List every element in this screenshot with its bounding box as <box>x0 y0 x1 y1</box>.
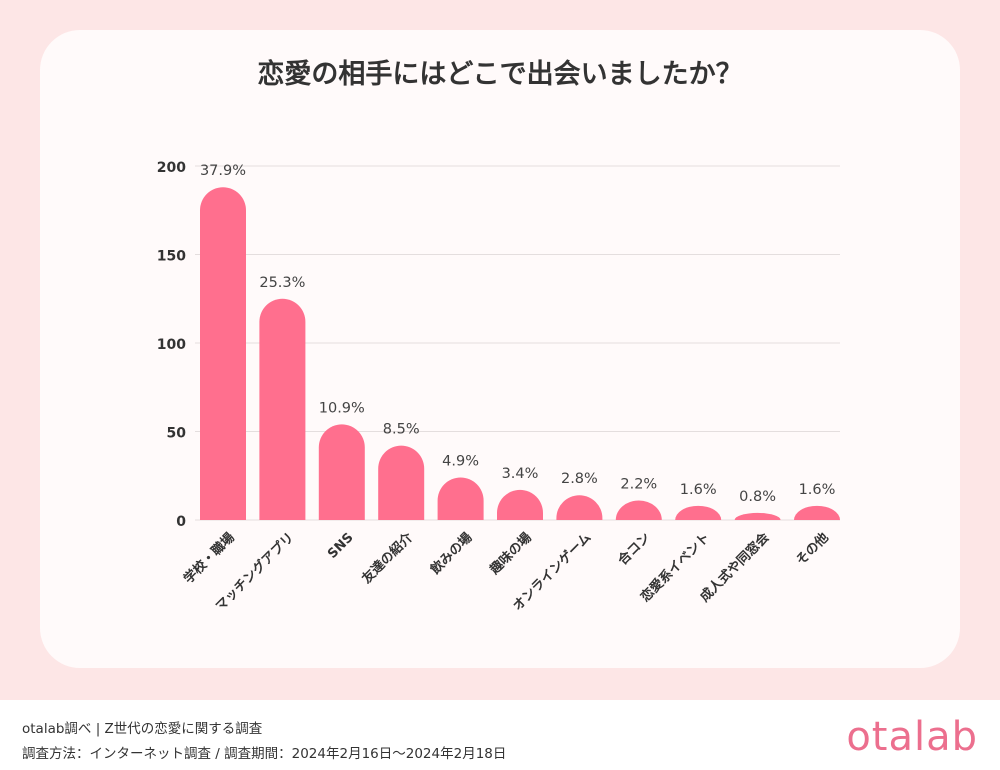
chart-card <box>40 30 960 668</box>
bar <box>378 445 425 520</box>
bar <box>794 505 840 520</box>
x-tick-label: 友達の紹介 <box>359 529 417 587</box>
data-label: 0.8% <box>739 489 776 505</box>
y-tick-label: 150 <box>157 249 186 265</box>
data-label: 25.3% <box>259 275 305 291</box>
x-tick-label: SNS <box>325 530 357 562</box>
chart-title: 恋愛の相手にはどこで出会いましたか？ <box>257 59 743 90</box>
bar <box>615 500 662 520</box>
bar <box>318 424 365 520</box>
method-text: 調査方法：インターネット調査 / 調査期間：2024年2月16日〜2024年2月… <box>22 746 507 762</box>
y-tick-label: 200 <box>157 160 186 176</box>
y-tick-label: 50 <box>167 426 187 442</box>
otalab-logo: otalab <box>846 714 978 760</box>
data-label: 4.9% <box>442 454 479 470</box>
x-tick-label: 学校・職場 <box>181 530 238 587</box>
bar <box>675 505 722 520</box>
data-label: 3.4% <box>502 466 539 482</box>
footer: otalab調べ | Z世代の恋愛に関する調査 調査方法：インターネット調査 /… <box>0 700 1000 770</box>
data-label: 1.6% <box>680 482 717 498</box>
data-label: 37.9% <box>200 163 246 179</box>
bar <box>200 187 246 521</box>
data-label: 10.9% <box>319 400 365 416</box>
data-label: 2.2% <box>620 477 657 493</box>
data-label: 2.8% <box>561 471 598 487</box>
bar <box>734 512 781 520</box>
bar <box>497 489 543 520</box>
x-tick-label: 趣味の場 <box>486 530 535 579</box>
bar <box>556 495 603 520</box>
y-tick-label: 0 <box>176 514 186 530</box>
x-tick-label: 合コン <box>615 530 654 569</box>
bar <box>259 298 306 520</box>
data-label: 8.5% <box>383 422 420 438</box>
data-label: 1.6% <box>799 482 836 498</box>
source-text: otalab調べ | Z世代の恋愛に関する調査 <box>22 721 263 737</box>
x-tick-label: 飲みの場 <box>427 530 476 579</box>
x-tick-label: その他 <box>793 530 832 569</box>
y-tick-label: 100 <box>157 337 186 353</box>
bar <box>437 477 484 520</box>
